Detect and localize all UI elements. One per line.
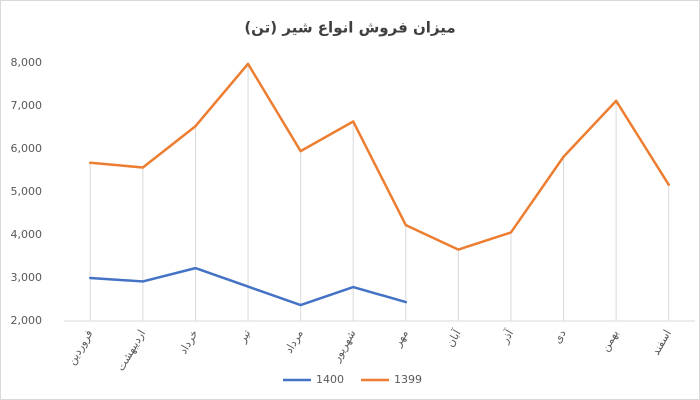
chart-title: میزان فروش انواع شیر (تن) xyxy=(244,19,455,37)
y-tick-label: 6,000 xyxy=(11,142,43,155)
y-tick-label: 8,000 xyxy=(11,56,43,69)
y-tick-label: 4,000 xyxy=(11,228,43,241)
series-line xyxy=(89,62,670,251)
series-line xyxy=(89,266,408,307)
y-tick-label: 2,000 xyxy=(11,314,43,327)
y-tick-label: 7,000 xyxy=(11,99,43,112)
y-tick-label: 5,000 xyxy=(11,185,43,198)
x-tick-label: تیر xyxy=(235,328,253,346)
legend-label: 1400 xyxy=(316,373,344,386)
x-tick-label: دی xyxy=(551,327,569,345)
y-tick-label: 3,000 xyxy=(11,271,43,284)
legend-label: 1399 xyxy=(394,373,422,386)
